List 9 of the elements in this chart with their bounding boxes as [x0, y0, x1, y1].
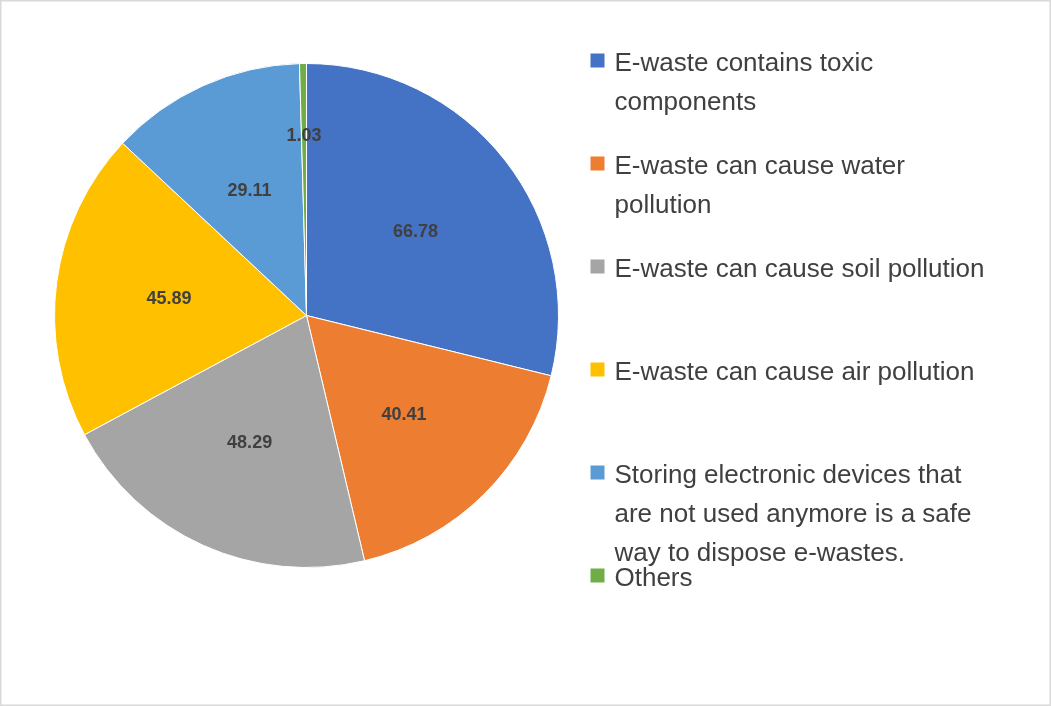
data-label: 29.11: [227, 179, 272, 200]
legend-label: E-waste can cause soil pollution: [614, 252, 985, 283]
legend-label: E-waste can cause air pollution: [614, 355, 975, 386]
data-label: 66.78: [393, 220, 439, 241]
legend-label: E-waste can cause water pollution: [614, 149, 906, 219]
legend-label: E-waste contains toxic components: [614, 46, 874, 116]
data-label: 40.41: [381, 404, 427, 425]
data-label: 48.29: [227, 432, 273, 453]
data-label: 45.89: [146, 288, 192, 309]
